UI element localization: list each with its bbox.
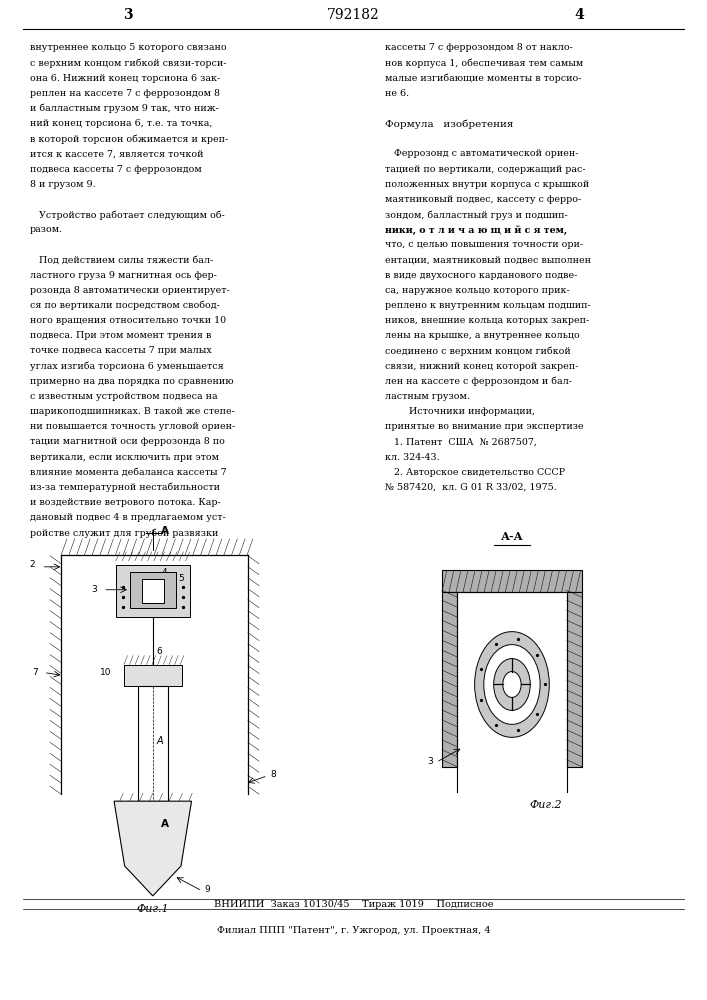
Text: в виде двухосного карданового подве-: в виде двухосного карданового подве- [385, 271, 578, 280]
Polygon shape [114, 801, 192, 896]
Text: разом.: разом. [30, 225, 63, 234]
Text: ся по вертикали посредством свобод-: ся по вертикали посредством свобод- [30, 301, 219, 310]
Text: ни повышается точность угловой ориен-: ни повышается точность угловой ориен- [30, 422, 235, 431]
Text: 3: 3 [92, 585, 98, 594]
Text: 2. Авторское свидетельство СССР: 2. Авторское свидетельство СССР [385, 468, 566, 477]
Text: 9: 9 [204, 885, 210, 894]
Text: зондом, балластный груз и подшип-: зондом, балластный груз и подшип- [385, 210, 568, 220]
Text: 792182: 792182 [327, 8, 380, 22]
Text: 4: 4 [574, 8, 584, 22]
Text: Устройство работает следующим об-: Устройство работает следующим об- [30, 210, 224, 220]
Text: 4: 4 [161, 568, 167, 577]
Text: положенных внутри корпуса с крышкой: положенных внутри корпуса с крышкой [385, 180, 590, 189]
Text: ится к кассете 7, является точкой: ится к кассете 7, является точкой [30, 149, 203, 158]
Text: Феррозонд с автоматической ориен-: Феррозонд с автоматической ориен- [385, 149, 579, 158]
Text: углах изгиба торсиона 6 уменьшается: углах изгиба торсиона 6 уменьшается [30, 362, 223, 371]
Text: Филиал ППП "Патент", г. Ужгород, ул. Проектная, 4: Филиал ППП "Патент", г. Ужгород, ул. Про… [216, 926, 491, 935]
Text: 1. Патент  США  № 2687507,: 1. Патент США № 2687507, [385, 437, 537, 446]
Text: А-А: А-А [501, 531, 523, 542]
Text: с верхним концом гибкой связи-торси-: с верхним концом гибкой связи-торси- [30, 58, 226, 68]
Text: ники, о т л и ч а ю щ и й с я тем,: ники, о т л и ч а ю щ и й с я тем, [385, 225, 567, 235]
Text: розонда 8 автоматически ориентирует-: розонда 8 автоматически ориентирует- [30, 286, 229, 295]
Text: примерно на два порядка по сравнению: примерно на два порядка по сравнению [30, 377, 233, 386]
Text: подвеса. При этом момент трения в: подвеса. При этом момент трения в [30, 331, 211, 340]
Bar [442, 592, 457, 767]
Bar [141, 579, 164, 603]
Text: ластным грузом.: ластным грузом. [385, 392, 470, 401]
Text: А: А [156, 736, 163, 746]
Bar [116, 565, 189, 617]
Text: связи, нижний конец которой закреп-: связи, нижний конец которой закреп- [385, 362, 578, 371]
Text: нов корпуса 1, обеспечивая тем самым: нов корпуса 1, обеспечивая тем самым [385, 58, 583, 68]
Text: точке подвеса кассеты 7 при малых: точке подвеса кассеты 7 при малых [30, 346, 211, 355]
Text: 3: 3 [123, 8, 133, 22]
Text: 8: 8 [270, 770, 276, 779]
Text: Фиг.2: Фиг.2 [530, 800, 562, 810]
Text: влияние момента дебаланса кассеты 7: влияние момента дебаланса кассеты 7 [30, 468, 226, 477]
Text: вертикали, если исключить при этом: вертикали, если исключить при этом [30, 453, 218, 462]
Text: Формула   изобретения: Формула изобретения [385, 119, 513, 129]
Text: 5: 5 [178, 574, 185, 583]
Text: реплен на кассете 7 с феррозондом 8: реплен на кассете 7 с феррозондом 8 [30, 89, 220, 98]
Circle shape [484, 645, 540, 724]
Text: 8 и грузом 9.: 8 и грузом 9. [30, 180, 95, 189]
Text: в которой торсион обжимается и креп-: в которой торсион обжимается и креп- [30, 134, 228, 144]
Text: А: А [161, 526, 169, 536]
Text: ластного груза 9 магнитная ось фер-: ластного груза 9 магнитная ось фер- [30, 271, 216, 280]
Text: 6: 6 [156, 647, 162, 656]
Text: тацией по вертикали, содержащий рас-: тацией по вертикали, содержащий рас- [385, 165, 586, 174]
Text: реплено к внутренним кольцам подшип-: реплено к внутренним кольцам подшип- [385, 301, 591, 310]
Text: не 6.: не 6. [385, 89, 409, 98]
Text: 7: 7 [33, 668, 38, 677]
Text: А: А [161, 819, 169, 829]
Bar [442, 570, 582, 592]
Text: ВНИИПИ  Заказ 10130/45    Тираж 1019    Подписное: ВНИИПИ Заказ 10130/45 Тираж 1019 Подписн… [214, 900, 493, 909]
Text: кассеты 7 с феррозондом 8 от накло-: кассеты 7 с феррозондом 8 от накло- [385, 43, 573, 52]
Text: ного вращения относительно точки 10: ного вращения относительно точки 10 [30, 316, 226, 325]
Text: ний конец торсиона 6, т.е. та точка,: ний конец торсиона 6, т.е. та точка, [30, 119, 212, 128]
Text: 10: 10 [100, 668, 111, 677]
Bar [130, 572, 175, 608]
Text: что, с целью повышения точности ори-: что, с целью повышения точности ори- [385, 240, 583, 249]
Text: Фиг.1: Фиг.1 [136, 904, 169, 914]
Text: ентации, маятниковый подвес выполнен: ентации, маятниковый подвес выполнен [385, 255, 591, 264]
Text: ройстве служит для грубой развязки: ройстве служит для грубой развязки [30, 528, 218, 538]
Text: кл. 324-43.: кл. 324-43. [385, 453, 440, 462]
Text: лен на кассете с феррозондом и бал-: лен на кассете с феррозондом и бал- [385, 377, 572, 386]
Text: тации магнитной оси феррозонда 8 по: тации магнитной оси феррозонда 8 по [30, 437, 224, 446]
Circle shape [474, 632, 549, 737]
Text: с известным устройством подвеса на: с известным устройством подвеса на [30, 392, 217, 401]
Text: лены на крышке, а внутреннее кольцо: лены на крышке, а внутреннее кольцо [385, 331, 580, 340]
Text: 2: 2 [30, 560, 35, 569]
Text: принятые во внимание при экспертизе: принятые во внимание при экспертизе [385, 422, 584, 431]
Bar [566, 592, 582, 767]
Bar [124, 665, 182, 686]
Text: Источники информации,: Источники информации, [385, 407, 535, 416]
Text: и воздействие ветрового потока. Кар-: и воздействие ветрового потока. Кар- [30, 498, 221, 507]
Text: шарикоподшипниках. В такой же степе-: шарикоподшипниках. В такой же степе- [30, 407, 235, 416]
Text: № 587420,  кл. G 01 R 33/02, 1975.: № 587420, кл. G 01 R 33/02, 1975. [385, 483, 557, 492]
Text: из-за температурной нестабильности: из-за температурной нестабильности [30, 483, 220, 492]
Text: Под действием силы тяжести бал-: Под действием силы тяжести бал- [30, 255, 213, 264]
Text: ников, внешние кольца которых закреп-: ников, внешние кольца которых закреп- [385, 316, 590, 325]
Text: и балластным грузом 9 так, что ниж-: и балластным грузом 9 так, что ниж- [30, 104, 218, 113]
Text: малые изгибающие моменты в торсио-: малые изгибающие моменты в торсио- [385, 74, 582, 83]
Circle shape [503, 672, 521, 697]
Text: подвеса кассеты 7 с феррозондом: подвеса кассеты 7 с феррозондом [30, 165, 201, 174]
Text: 3: 3 [427, 757, 433, 766]
Text: она 6. Нижний конец торсиона 6 зак-: она 6. Нижний конец торсиона 6 зак- [30, 74, 220, 83]
Text: маятниковый подвес, кассету с ферро-: маятниковый подвес, кассету с ферро- [385, 195, 581, 204]
Text: соединено с верхним концом гибкой: соединено с верхним концом гибкой [385, 346, 571, 356]
Circle shape [493, 659, 530, 710]
Text: са, наружное кольцо которого прик-: са, наружное кольцо которого прик- [385, 286, 570, 295]
Text: внутреннее кольцо 5 которого связано: внутреннее кольцо 5 которого связано [30, 43, 226, 52]
Bar [138, 686, 168, 801]
Text: дановый подвес 4 в предлагаемом уст-: дановый подвес 4 в предлагаемом уст- [30, 513, 226, 522]
